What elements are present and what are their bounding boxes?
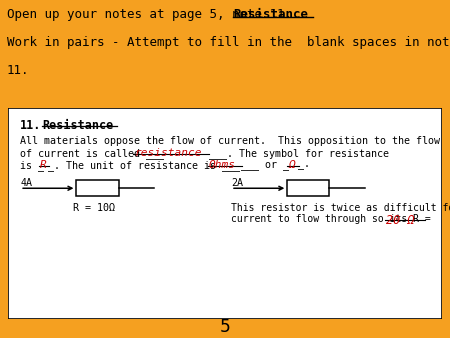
- Text: Ω: Ω: [288, 160, 295, 170]
- Text: Resistance: Resistance: [42, 119, 113, 132]
- Text: Work in pairs - Attempt to fill in the  blank spaces in note: Work in pairs - Attempt to fill in the b…: [7, 36, 450, 49]
- Text: _. The unit of resistance is ___: _. The unit of resistance is ___: [48, 160, 240, 171]
- Text: ___ or _: ___ or _: [241, 160, 289, 170]
- Text: Ohms: Ohms: [209, 160, 236, 170]
- Text: All materials oppose the flow of current.  This opposition to the flow: All materials oppose the flow of current…: [20, 136, 440, 146]
- Text: 20 Ω: 20 Ω: [386, 214, 414, 227]
- Text: ___. The symbol for resistance: ___. The symbol for resistance: [209, 148, 389, 159]
- Text: R: R: [40, 160, 47, 170]
- Text: Open up your notes at page 5, note 11.: Open up your notes at page 5, note 11.: [7, 8, 307, 21]
- Bar: [287, 180, 329, 196]
- Text: 11.: 11.: [7, 64, 30, 77]
- Text: current to flow through so its R =: current to flow through so its R =: [231, 214, 436, 224]
- Text: is _: is _: [20, 160, 44, 171]
- Text: R = 10Ω: R = 10Ω: [73, 203, 115, 213]
- Text: 11.: 11.: [20, 119, 41, 132]
- Text: of current is called ___: of current is called ___: [20, 148, 164, 159]
- Text: 4A: 4A: [20, 178, 32, 188]
- Text: 2A: 2A: [231, 178, 243, 188]
- Text: _.: _.: [298, 160, 310, 170]
- Text: resistance: resistance: [135, 148, 202, 158]
- Bar: [76, 180, 118, 196]
- Text: Resistance: Resistance: [233, 8, 308, 21]
- Text: 5: 5: [220, 318, 230, 336]
- Text: This resistor is twice as difficult for the: This resistor is twice as difficult for …: [231, 203, 450, 213]
